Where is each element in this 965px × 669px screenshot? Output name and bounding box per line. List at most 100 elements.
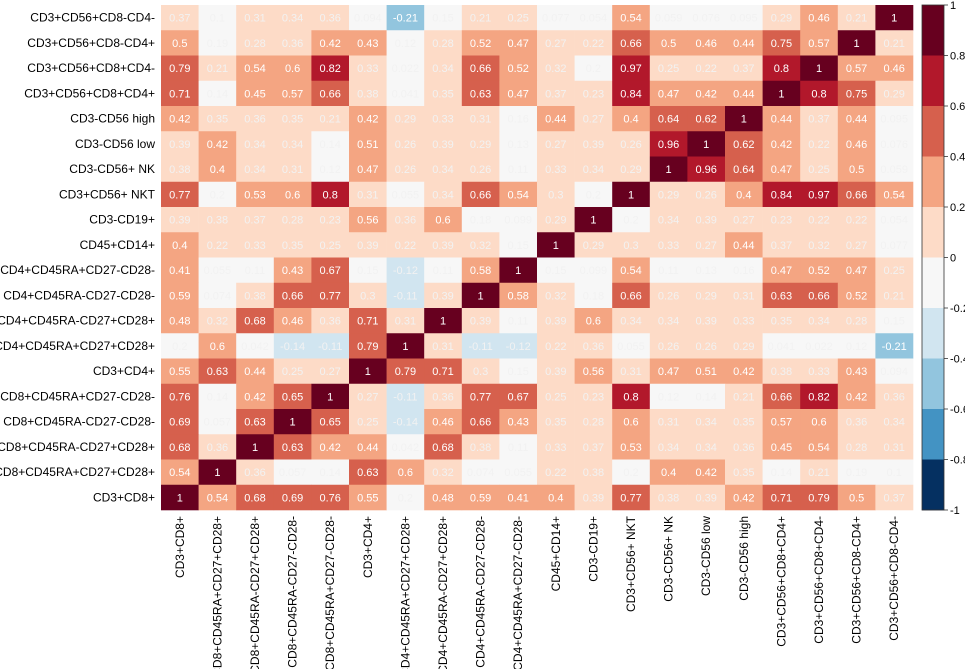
cell-value-label: 0.6 [285,63,300,75]
heatmap-cell [273,106,312,132]
cell-value-label: 0.68 [244,316,265,328]
heatmap-cell [349,434,387,460]
cell-value-label: 0.22 [395,240,416,252]
cell-value-label: 0.54 [808,442,829,454]
heatmap-cell [198,55,237,82]
cell-value-label: 0.2 [172,341,187,353]
heatmap-cell [612,484,651,511]
heatmap-cell [687,484,726,511]
heatmap-cell [349,358,387,385]
heatmap-cell [837,308,876,334]
cell-value-label: 0.36 [395,215,416,227]
heatmap-cell [725,282,763,309]
heatmap-cell [537,181,575,208]
cell-value-label: 0.29 [470,139,491,151]
cell-value-label: 0.5 [849,492,864,504]
heatmap-cell [837,383,876,410]
cell-value-label: 0.14 [695,391,716,403]
column-label: CD3+CD8+ [173,516,187,578]
cell-value-label: 0.39 [432,290,453,302]
heatmap-cell [800,131,839,157]
cell-value-label: 0.54 [620,265,641,277]
cell-value-label: 0.41 [169,265,190,277]
heatmap-cell [461,409,500,435]
cell-value-label: 1 [478,290,484,302]
cell-value-label: 0.44 [846,114,867,126]
heatmap-cell [837,131,876,157]
cell-value-label: 0.39 [432,139,453,151]
colorbar-tick-label: 1 [950,0,956,12]
cell-value-label: 0.1 [887,467,902,479]
colorbar-tick-label: 0 [950,253,956,265]
cell-value-label: 0.35 [545,417,566,429]
cell-value-label: 0.54 [207,492,228,504]
heatmap-cell [236,434,275,460]
heatmap-cell [800,156,839,183]
heatmap-cell [612,181,651,208]
cell-value-label: 0.11 [658,265,679,277]
heatmap-cell [311,459,350,486]
row-label: CD8+CD45RA+CD27+CD28+ [0,465,155,479]
cell-value-label: 1 [327,391,333,403]
heatmap-cell [875,484,914,511]
cell-value-label: 0.38 [357,88,378,100]
heatmap-cell [273,30,312,56]
heatmap-cell [875,308,914,334]
cell-value-label: 0.29 [733,341,754,353]
heatmap-cell [649,207,688,233]
colorbar-tick-label: 0.4 [950,152,965,164]
heatmap-cell [161,333,199,359]
row-label: CD8+CD45RA+CD27-CD28- [0,389,155,403]
heatmap-cell [499,131,538,157]
heatmap-cell [537,232,575,258]
heatmap-cell [311,434,350,460]
cell-value-label: 0.055 [617,341,645,353]
cell-value-label: 0.29 [545,215,566,227]
heatmap-cell [461,5,500,31]
cell-value-label: 0.26 [658,290,679,302]
heatmap-cell [161,383,199,410]
cell-value-label: 0.18 [583,290,604,302]
column-label: CD3-CD19+ [586,516,600,582]
cell-value-label: 0.22 [808,139,829,151]
heatmap-cell [198,434,237,460]
cell-value-label: 0.47 [771,164,792,176]
heatmap-cell [725,409,763,435]
cell-value-label: -0.11 [318,341,342,353]
heatmap-cell [537,282,575,309]
heatmap-cell [424,383,463,410]
heatmap-cell [649,106,688,132]
cell-value-label: 0.43 [282,265,303,277]
cell-value-label: 0.31 [395,316,416,328]
row-labels: CD3+CD56+CD8-CD4- CD3+CD56+CD8-CD4+ CD3+CD… [0,11,156,505]
heatmap-cell [574,308,613,334]
heatmap-cell [875,358,914,385]
heatmap-cell [499,207,538,233]
cell-value-label: 0.33 [357,63,378,75]
cell-value-label: 0.22 [808,215,829,227]
cell-value-label: 0.1 [210,13,225,25]
heatmap-cell [198,80,237,107]
heatmap-cell [725,308,763,334]
cell-value-label: 0.29 [620,164,641,176]
heatmap-cell [499,383,538,410]
cell-value-label: 0.022 [805,341,833,353]
heatmap-cell [386,5,425,31]
heatmap-cell [837,181,876,208]
cell-value-label: 0.44 [733,88,754,100]
cell-value-label: 0.41 [507,492,528,504]
heatmap-cell [837,232,876,258]
cell-value-label: 0.63 [282,442,303,454]
cell-value-label: 0.64 [733,164,754,176]
row-label: CD4+CD45RA+CD27-CD28- [0,263,155,277]
heatmap-cell [837,459,876,486]
cell-value-label: 0.39 [169,215,190,227]
cell-value-label: 0.094 [880,366,908,378]
heatmap-cell [349,484,387,511]
cell-value-label: 1 [703,139,709,151]
heatmap-cell [424,409,463,435]
cell-value-label: 0.66 [620,38,641,50]
heatmap-cell [537,55,575,82]
cell-value-label: 0.38 [771,366,792,378]
heatmap-cell [837,156,876,183]
